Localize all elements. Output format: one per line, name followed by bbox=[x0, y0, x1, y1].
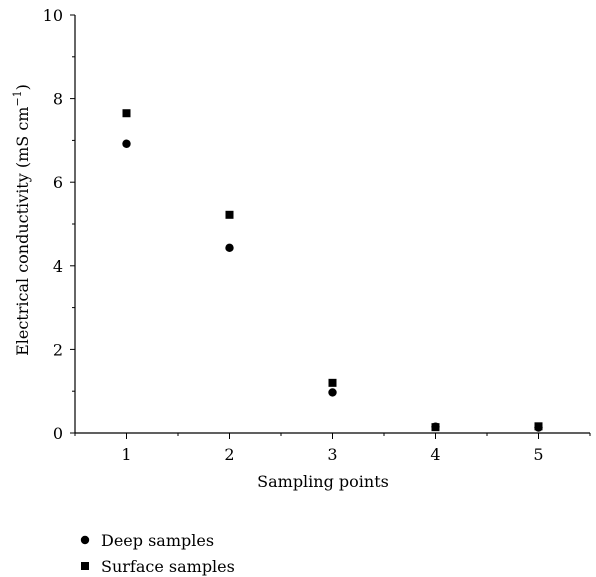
y-axis-title-tail: ) bbox=[13, 84, 32, 90]
y-tick-label: 8 bbox=[53, 90, 63, 109]
deep-sample-point bbox=[225, 243, 234, 253]
surface-sample-point bbox=[225, 210, 234, 219]
axes bbox=[74, 15, 590, 434]
surface-sample-point bbox=[534, 422, 543, 431]
y-axis-title-superscript: −1 bbox=[11, 90, 24, 106]
legend-label-deep: Deep samples bbox=[101, 531, 214, 550]
deep-sample-point bbox=[328, 388, 337, 397]
y-tick-label: 2 bbox=[53, 340, 63, 359]
x-tick-label: 5 bbox=[533, 445, 543, 464]
x-tick-label: 1 bbox=[121, 445, 131, 464]
data-points bbox=[122, 109, 543, 432]
surface-sample-point bbox=[328, 378, 337, 387]
surface-sample-point bbox=[431, 423, 440, 432]
deep-sample-point bbox=[122, 139, 131, 148]
y-tick-label: 6 bbox=[53, 173, 63, 192]
legend-label-surface: Surface samples bbox=[101, 557, 235, 576]
x-tick-label: 2 bbox=[224, 445, 234, 464]
x-axis-title: Sampling points bbox=[257, 472, 389, 491]
x-tick-label: 4 bbox=[430, 445, 440, 464]
legend: Deep samples Surface samples bbox=[80, 531, 235, 576]
y-tick-label: 0 bbox=[53, 424, 63, 443]
surface-sample-point bbox=[122, 109, 131, 118]
x-tick-label: 3 bbox=[327, 445, 337, 464]
y-tick-label: 4 bbox=[53, 257, 63, 276]
legend-marker-surface bbox=[81, 562, 89, 570]
y-axis-title: Electrical conductivity (mS cm−1) bbox=[11, 84, 32, 356]
legend-marker-deep bbox=[80, 535, 90, 545]
y-tick-label: 10 bbox=[43, 6, 63, 25]
y-axis-title-main: Electrical conductivity (mS cm bbox=[13, 107, 32, 356]
